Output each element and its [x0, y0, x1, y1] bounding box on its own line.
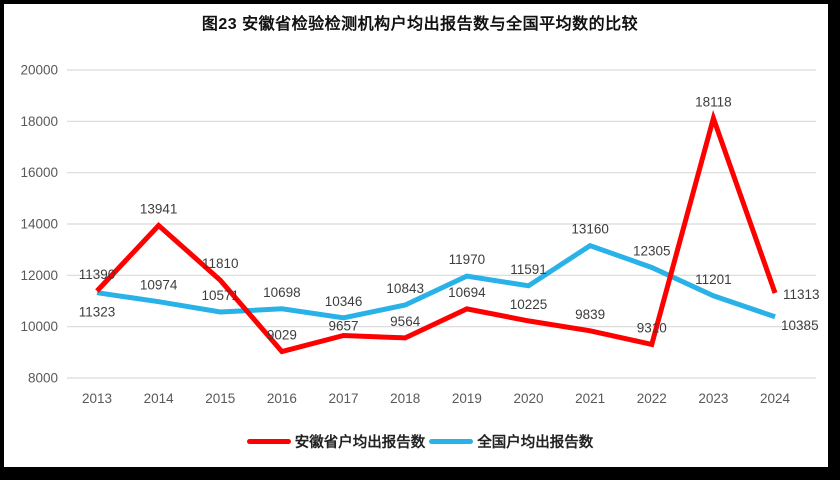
- data-label: 18118: [695, 94, 732, 109]
- y-axis-tick-label: 20000: [20, 63, 58, 78]
- x-axis-tick-label: 2019: [452, 391, 482, 406]
- data-label: 11323: [79, 305, 116, 320]
- x-axis-tick-label: 2017: [329, 391, 359, 406]
- legend-item-anhui: 安徽省户均出报告数: [246, 431, 426, 452]
- x-axis-tick-label: 2018: [390, 391, 420, 406]
- data-label: 11201: [695, 272, 732, 287]
- legend-blue-line-swatch: [429, 439, 474, 444]
- x-axis-tick-label: 2014: [144, 391, 175, 406]
- x-axis-tick-label: 2024: [760, 391, 791, 406]
- x-axis-tick-label: 2013: [82, 391, 112, 406]
- x-axis-tick-label: 2022: [637, 391, 667, 406]
- x-axis-tick-label: 2023: [698, 391, 728, 406]
- data-label: 11591: [510, 262, 547, 277]
- data-label: 13941: [140, 202, 178, 217]
- y-axis-tick-label: 16000: [20, 165, 58, 180]
- data-label: 10698: [263, 285, 301, 300]
- legend-red-line-swatch: [246, 439, 291, 444]
- x-axis-tick-label: 2015: [205, 391, 235, 406]
- series-line-national: [96, 242, 776, 321]
- legend-item-national: 全国户均出报告数: [429, 431, 593, 452]
- picture-border-right: [828, 0, 840, 480]
- data-label: 9657: [329, 318, 359, 333]
- x-axis-tick-label: 2021: [575, 391, 605, 406]
- data-label: 11810: [202, 256, 239, 271]
- data-label: 9029: [267, 328, 297, 343]
- data-label: 10974: [140, 278, 178, 293]
- data-label: 13160: [571, 222, 609, 237]
- data-label: 10571: [202, 288, 240, 303]
- data-label: 9310: [637, 320, 667, 335]
- data-label: 11390: [79, 267, 116, 282]
- x-axis-tick-label: 2016: [267, 391, 297, 406]
- picture-border-top: [0, 0, 840, 4]
- x-axis-tick-label: 2020: [513, 391, 543, 406]
- picture-border-left: [0, 0, 4, 480]
- legend-label-anhui: 安徽省户均出报告数: [294, 435, 426, 451]
- data-label: 10385: [781, 318, 819, 333]
- legend-label-national: 全国户均出报告数: [477, 435, 594, 451]
- data-label: 9839: [575, 307, 605, 322]
- data-label: 12305: [633, 244, 671, 259]
- data-label: 11970: [449, 252, 486, 267]
- y-axis-tick-label: 12000: [20, 268, 58, 283]
- chart-title: 图23 安徽省检验检测机构户均出报告数与全国平均数的比较: [201, 16, 639, 33]
- y-axis-tick-label: 14000: [20, 217, 58, 232]
- data-label: 10346: [325, 294, 363, 309]
- series-line-anhui: [95, 109, 778, 355]
- chart-legend: 安徽省户均出报告数 全国户均出报告数: [0, 431, 840, 452]
- data-label: 10843: [386, 281, 424, 296]
- y-axis-tick-label: 10000: [20, 319, 58, 334]
- data-label: 9564: [390, 314, 421, 329]
- data-label: 10694: [448, 285, 486, 300]
- data-label: 11313: [783, 287, 820, 302]
- picture-border-bottom: [0, 467, 840, 480]
- y-axis-tick-label: 8000: [28, 371, 58, 386]
- data-label: 10225: [510, 297, 548, 312]
- y-axis-tick-label: 18000: [20, 114, 58, 129]
